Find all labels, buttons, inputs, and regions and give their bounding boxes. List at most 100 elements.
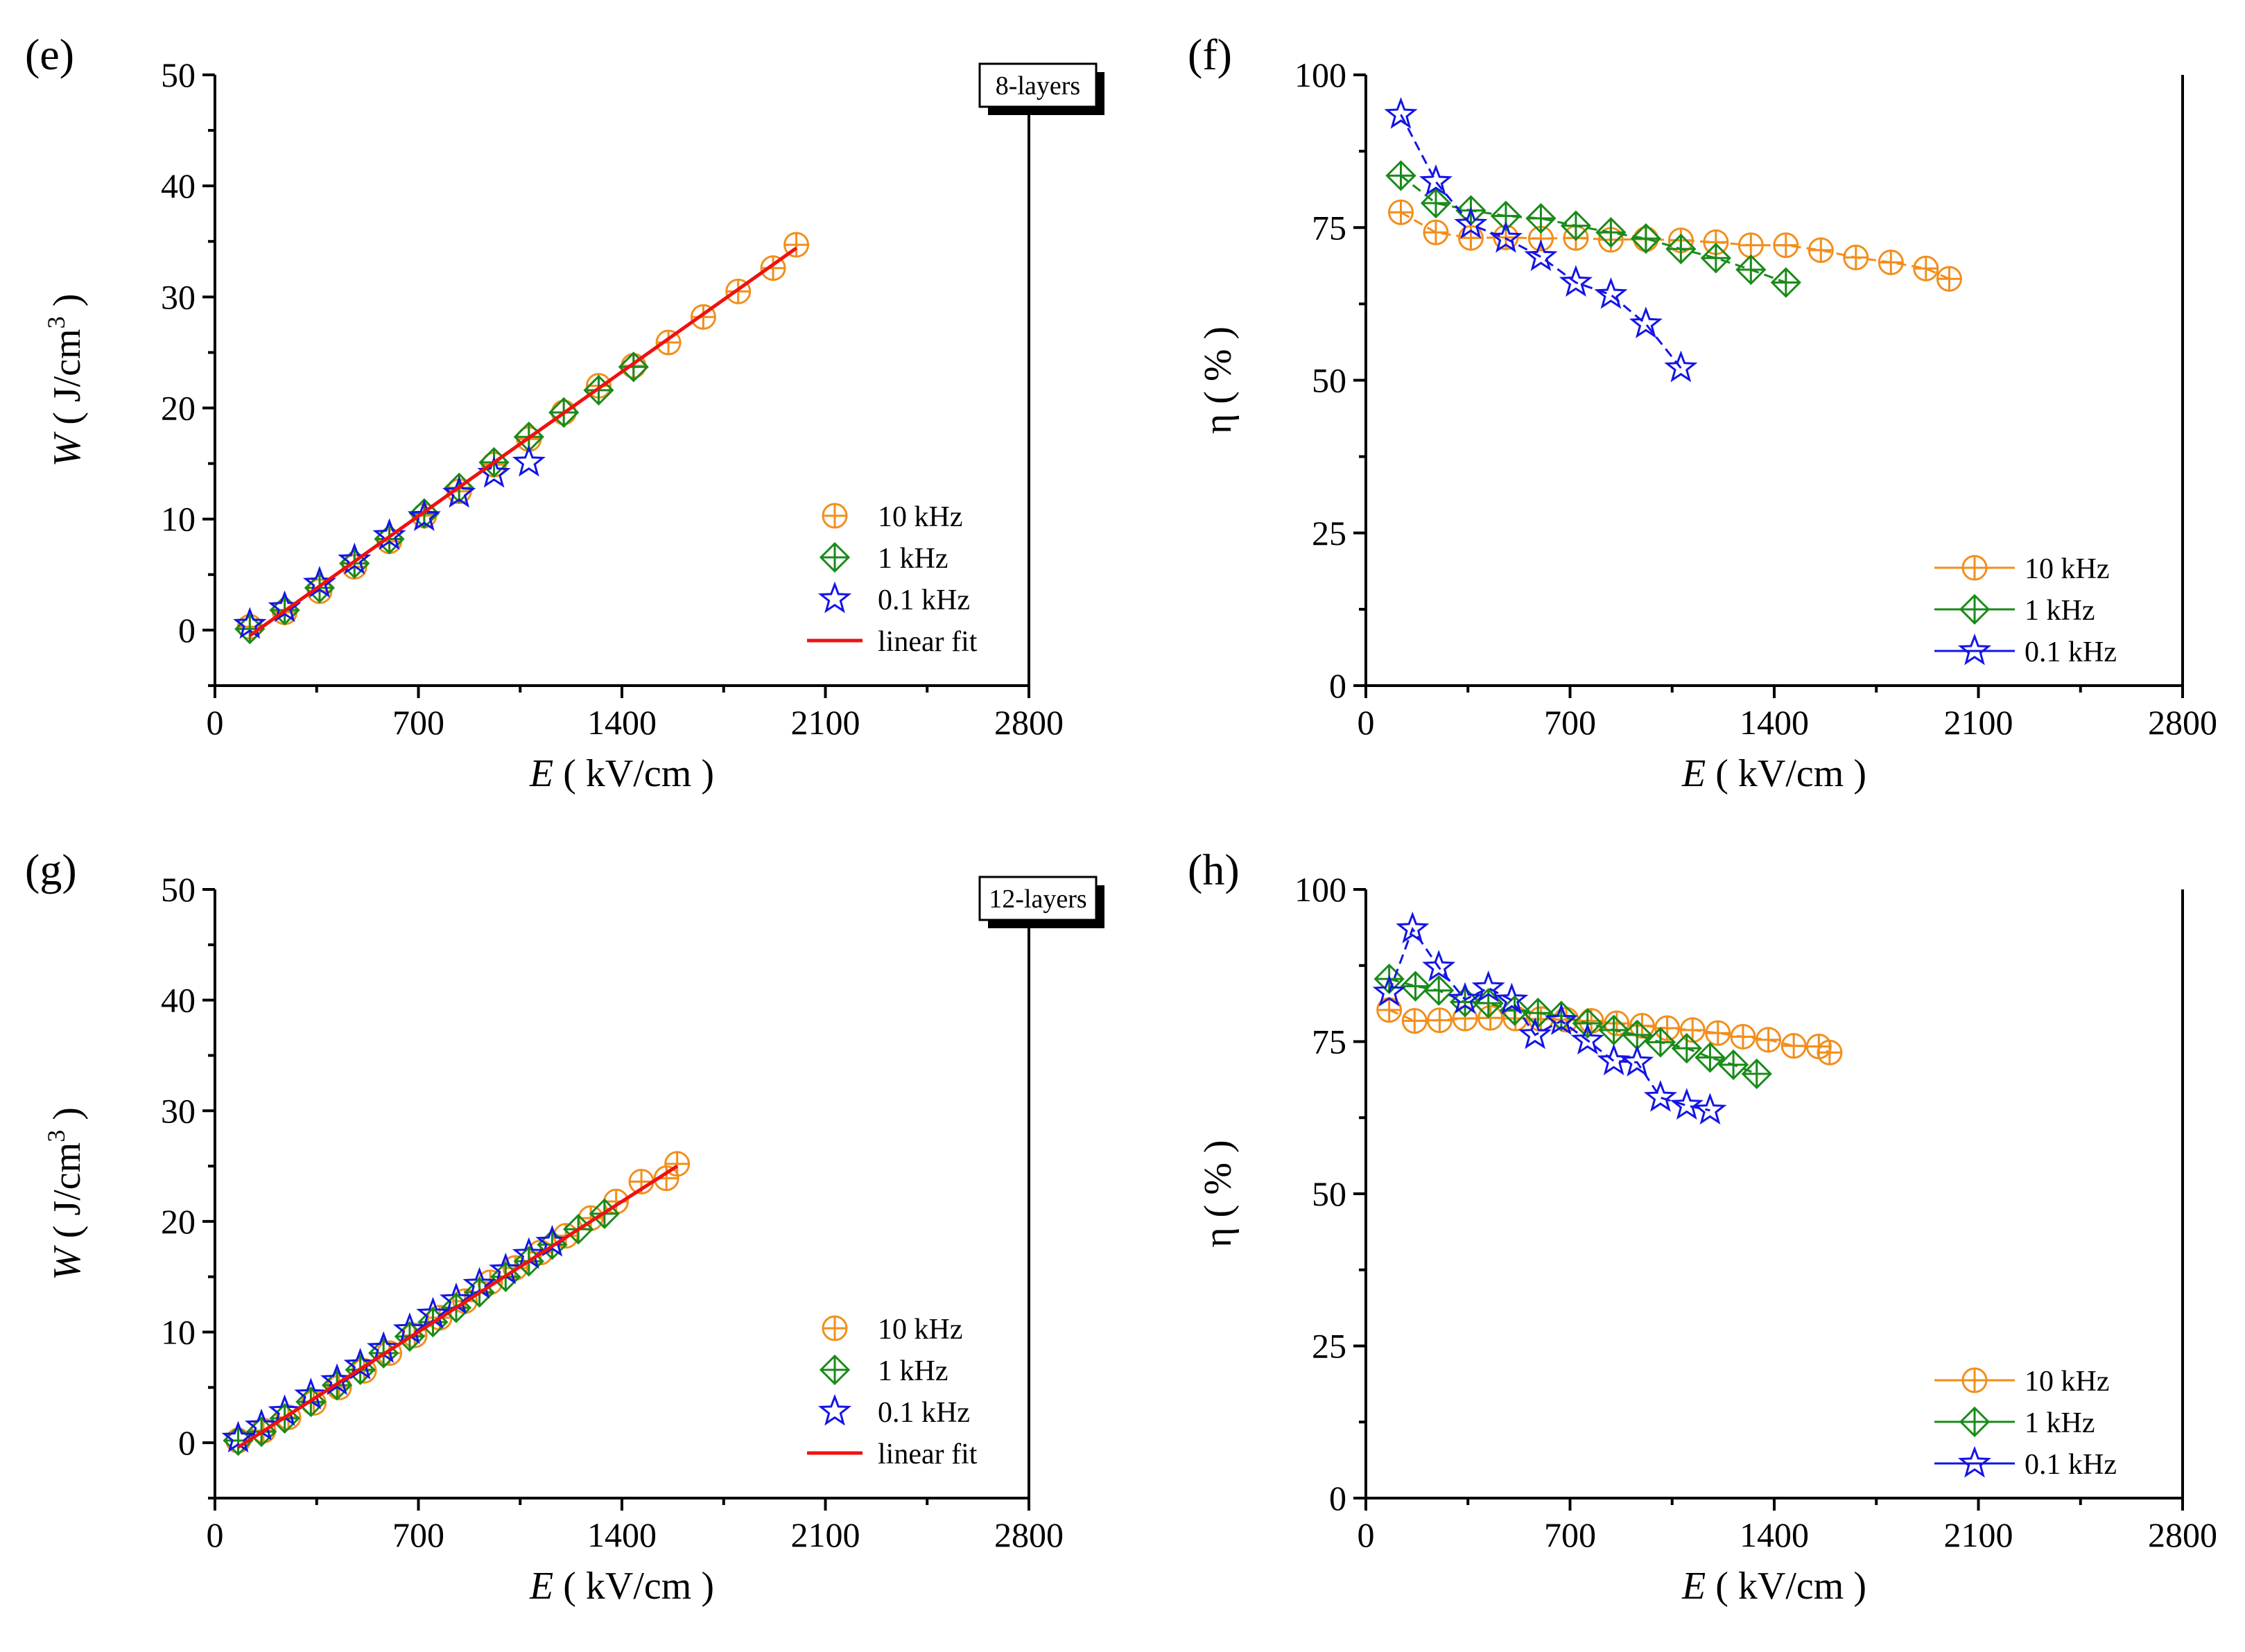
legend-marker — [817, 1393, 852, 1426]
data-point — [1422, 950, 1456, 982]
data-point — [1741, 1058, 1772, 1090]
data-point — [1645, 1027, 1676, 1058]
y-tick-label: 25 — [1312, 514, 1346, 553]
legend-label: 10 kHz — [2025, 1366, 2109, 1398]
chart-panel-e: 0 700 1400 2100 2800 0 10 20 30 40 50 E ( kV/cm ) W … — [25, 30, 1104, 795]
y-axis-label: η ( % ) — [1197, 327, 1240, 434]
series-line — [1400, 114, 1682, 369]
data-point — [512, 444, 546, 477]
legend-label: 1 kHz — [878, 1355, 948, 1387]
legend-label: 10 kHz — [2025, 553, 2109, 585]
data-point — [1559, 265, 1593, 297]
legend-label: 0.1 kHz — [878, 1397, 970, 1429]
data-point — [1401, 1008, 1428, 1034]
legend-marker — [1957, 1445, 1992, 1478]
data-point — [1454, 207, 1488, 239]
data-point — [1525, 202, 1557, 234]
chart-panel-f: 0 700 1400 2100 2800 0 25 50 75 100 E ( kV/cm ) η (… — [1188, 30, 2217, 795]
data-point — [1671, 1033, 1702, 1064]
fit-line — [248, 246, 798, 637]
y-tick-label: 20 — [161, 389, 196, 428]
legend-label: 1 kHz — [2025, 595, 2095, 627]
x-tick-label: 0 — [207, 703, 224, 742]
badge-label: 12-layers — [989, 885, 1086, 914]
legend-label: 10 kHz — [878, 1314, 962, 1346]
data-point — [1913, 255, 1939, 281]
data-point — [1664, 350, 1698, 383]
legend-marker — [822, 503, 848, 529]
data-point — [1737, 232, 1764, 259]
y-tick-label: 100 — [1294, 55, 1346, 94]
badge-label: 8-layers — [996, 71, 1080, 101]
data-point — [1387, 199, 1414, 225]
y-axis-label: η ( % ) — [1197, 1140, 1240, 1247]
legend-label: linear fit — [878, 1438, 978, 1470]
x-tick-label: 700 — [1544, 703, 1596, 742]
fit-line — [237, 1164, 679, 1449]
x-tick-label: 2800 — [2148, 703, 2217, 742]
legend-marker — [1961, 555, 1988, 581]
x-tick-label: 1400 — [1740, 1515, 1809, 1554]
legend-label: 0.1 kHz — [878, 584, 970, 616]
data-point — [1878, 249, 1904, 275]
data-point — [1629, 306, 1663, 338]
data-point — [1396, 911, 1430, 944]
y-tick-label: 0 — [1329, 666, 1346, 705]
x-tick-label: 0 — [1358, 1515, 1375, 1554]
data-point — [233, 607, 267, 639]
data-point — [221, 1420, 255, 1453]
x-tick-label: 2800 — [994, 1515, 1064, 1554]
data-point — [1679, 1017, 1706, 1043]
legend-entry: linear fit — [807, 1438, 978, 1470]
x-axis-label: E ( kV/cm ) — [1681, 752, 1866, 795]
legend-label: linear fit — [878, 626, 978, 658]
data-point — [1489, 220, 1523, 253]
data-point — [1384, 97, 1418, 129]
data-point — [1560, 210, 1592, 241]
data-point — [462, 1267, 496, 1299]
data-point — [783, 232, 810, 258]
data-point — [1630, 223, 1662, 254]
panel-label: (e) — [25, 30, 74, 79]
y-tick-label: 40 — [161, 981, 196, 1020]
x-tick-label: 0 — [1358, 703, 1375, 742]
data-point — [1420, 187, 1452, 219]
x-tick-label: 0 — [207, 1515, 224, 1554]
legend-label: 1 kHz — [878, 543, 948, 575]
panel-label: (f) — [1188, 30, 1232, 79]
data-point — [1423, 219, 1449, 245]
x-tick-label: 700 — [1544, 1515, 1596, 1554]
legend-entry: linear fit — [807, 626, 978, 658]
data-point — [1756, 1027, 1782, 1053]
legend-entry: 10 kHz — [822, 501, 962, 533]
data-point — [1817, 1039, 1843, 1066]
x-axis-label: E ( kV/cm ) — [529, 752, 714, 795]
data-point — [1471, 970, 1505, 1002]
legend: 10 kHz 1 kHz 0.1 kHz — [1934, 1366, 2117, 1481]
y-tick-label: 40 — [161, 166, 196, 205]
x-tick-label: 2100 — [1944, 703, 2013, 742]
y-tick-label: 10 — [161, 500, 196, 539]
series-linear-fit — [237, 1164, 679, 1449]
data-point — [1770, 267, 1801, 298]
series-10-khz — [1387, 199, 1962, 292]
data-point — [1700, 243, 1731, 274]
data-point — [1372, 975, 1406, 1007]
x-tick-label: 1400 — [1740, 703, 1809, 742]
legend-marker — [819, 541, 851, 573]
data-point — [1385, 160, 1416, 191]
data-point — [1843, 244, 1869, 270]
y-tick-label: 20 — [161, 1202, 196, 1241]
data-point — [1594, 277, 1628, 309]
legend-marker — [817, 581, 852, 614]
legend: 10 kHz 1 kHz 0.1 kHz linear fit — [807, 501, 978, 658]
data-point — [407, 499, 441, 531]
data-point — [1544, 1003, 1578, 1036]
y-tick-label: 0 — [178, 611, 196, 650]
legend-marker — [822, 1315, 848, 1341]
data-point — [1419, 164, 1453, 196]
x-tick-label: 2800 — [2148, 1515, 2217, 1554]
data-point — [1665, 233, 1697, 265]
legend-entry: 0.1 kHz — [1934, 633, 2117, 668]
y-axis-label: W ( J/cm3 ) — [42, 294, 89, 467]
